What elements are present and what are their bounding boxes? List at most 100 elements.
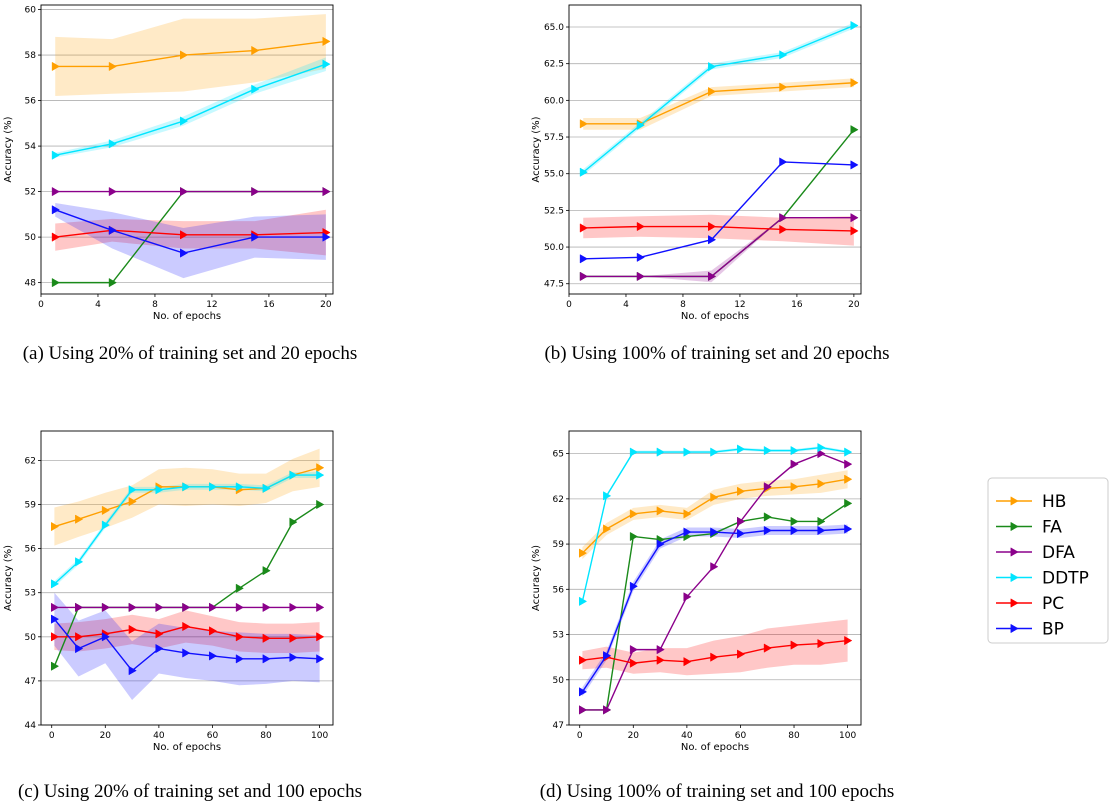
- plot-frame: [569, 431, 861, 725]
- y-tick-label: 48: [25, 279, 37, 289]
- data-point-dfa: [316, 603, 323, 611]
- data-point-dfa: [637, 272, 644, 280]
- x-axis-label: No. of epochs: [153, 311, 221, 322]
- x-tick-label: 80: [260, 731, 272, 741]
- y-tick-label: 59: [25, 501, 37, 511]
- x-axis-label: No. of epochs: [681, 742, 749, 753]
- legend-label-pc: PC: [1042, 594, 1064, 614]
- x-tick-label: 20: [320, 300, 332, 310]
- data-point-dfa: [102, 603, 109, 611]
- x-tick-label: 0: [38, 300, 44, 310]
- data-point-fa: [844, 499, 851, 507]
- y-tick-label: 50: [553, 676, 565, 686]
- data-point-dfa: [711, 562, 718, 570]
- data-point-dfa: [844, 460, 851, 468]
- y-tick-label: 57.5: [544, 133, 564, 143]
- band-pc: [582, 619, 847, 675]
- series-line-ddtp: [583, 26, 854, 173]
- x-tick-label: 0: [49, 731, 55, 741]
- y-tick-label: 50: [25, 233, 37, 243]
- x-tick-label: 12: [206, 300, 217, 310]
- data-point-fa: [316, 500, 323, 508]
- x-tick-label: 4: [623, 300, 629, 310]
- y-tick-label: 52: [25, 188, 36, 198]
- data-point-hb: [323, 37, 330, 45]
- y-tick-label: 65.0: [544, 23, 564, 33]
- legend-label-fa: FA: [1042, 518, 1062, 538]
- subfigure-caption: (b) Using 100% of training set and 20 ep…: [544, 343, 889, 364]
- y-tick-label: 62: [553, 495, 564, 505]
- y-axis-label: Accuracy (%): [3, 116, 14, 182]
- data-point-dfa: [323, 187, 330, 195]
- legend-label-ddtp: DDTP: [1042, 569, 1089, 589]
- x-tick-label: 16: [263, 300, 275, 310]
- y-tick-label: 62.5: [544, 60, 564, 70]
- y-tick-label: 47: [553, 721, 564, 731]
- data-point-fa: [290, 518, 297, 526]
- data-point-hb: [316, 464, 323, 472]
- panel-3: 44 47 50 53 56 59 62 0 20 40 60 80 100 No. of epochs A…: [3, 431, 362, 802]
- subfigure-caption: (a) Using 20% of training set and 20 epo…: [23, 343, 358, 364]
- data-point-ddtp: [737, 445, 744, 453]
- y-axis-label: Accuracy (%): [531, 545, 542, 611]
- data-point-ddtp: [657, 448, 664, 456]
- data-point-fa: [851, 125, 858, 133]
- data-point-pc: [851, 227, 858, 235]
- y-tick-label: 65: [553, 450, 564, 460]
- data-point-dfa: [75, 603, 82, 611]
- data-point-fa: [630, 532, 637, 540]
- band-hb: [54, 449, 319, 546]
- y-tick-label: 58: [25, 51, 37, 61]
- x-tick-label: 4: [95, 300, 101, 310]
- x-tick-label: 0: [566, 300, 572, 310]
- y-tick-label: 44: [25, 721, 37, 731]
- y-axis-label: Accuracy (%): [531, 116, 542, 182]
- y-axis-label: Accuracy (%): [3, 545, 14, 611]
- x-tick-label: 100: [311, 731, 328, 741]
- data-point-dfa: [180, 187, 187, 195]
- data-point-ddtp: [323, 60, 330, 68]
- x-tick-label: 12: [734, 300, 745, 310]
- data-point-fa: [791, 517, 798, 525]
- data-point-bp: [851, 161, 858, 169]
- x-axis-label: No. of epochs: [681, 311, 749, 322]
- x-tick-label: 20: [628, 731, 640, 741]
- data-point-hb: [844, 475, 851, 483]
- y-tick-label: 56: [25, 97, 37, 107]
- data-point-ddtp: [711, 448, 718, 456]
- data-point-dfa: [109, 187, 116, 195]
- y-tick-label: 56: [25, 545, 37, 555]
- data-point-bp: [580, 255, 587, 263]
- y-tick-label: 54: [25, 142, 37, 152]
- legend-label-hb: HB: [1042, 492, 1066, 512]
- data-point-pc: [316, 633, 323, 641]
- data-point-ddtp: [851, 21, 858, 29]
- data-point-ddtp: [316, 471, 323, 479]
- y-tick-label: 55.0: [544, 170, 564, 180]
- panel-2: 47.550.052.555.057.560.062.565.00 4 8 12 16 2…: [531, 5, 890, 364]
- data-point-hb: [851, 79, 858, 87]
- x-tick-label: 16: [791, 300, 803, 310]
- x-axis-label: No. of epochs: [153, 742, 221, 753]
- x-tick-label: 60: [207, 731, 219, 741]
- data-point-pc: [844, 636, 851, 644]
- x-tick-label: 8: [680, 300, 686, 310]
- legend: HBFADFADDTPPCBP: [988, 478, 1108, 643]
- x-tick-label: 0: [577, 731, 583, 741]
- data-point-fa: [764, 513, 771, 521]
- data-point-dfa: [579, 706, 586, 714]
- y-tick-label: 52.5: [544, 206, 564, 216]
- y-tick-label: 47.5: [544, 280, 564, 290]
- subfigure-caption: (d) Using 100% of training set and 100 e…: [540, 781, 895, 802]
- data-point-dfa: [290, 603, 297, 611]
- data-point-dfa: [851, 214, 858, 222]
- y-tick-label: 47: [25, 677, 36, 687]
- data-point-ddtp: [630, 448, 637, 456]
- legend-label-bp: BP: [1042, 620, 1064, 640]
- data-point-dfa: [129, 603, 136, 611]
- data-point-dfa: [580, 272, 587, 280]
- x-tick-label: 20: [100, 731, 112, 741]
- data-point-dfa: [52, 187, 59, 195]
